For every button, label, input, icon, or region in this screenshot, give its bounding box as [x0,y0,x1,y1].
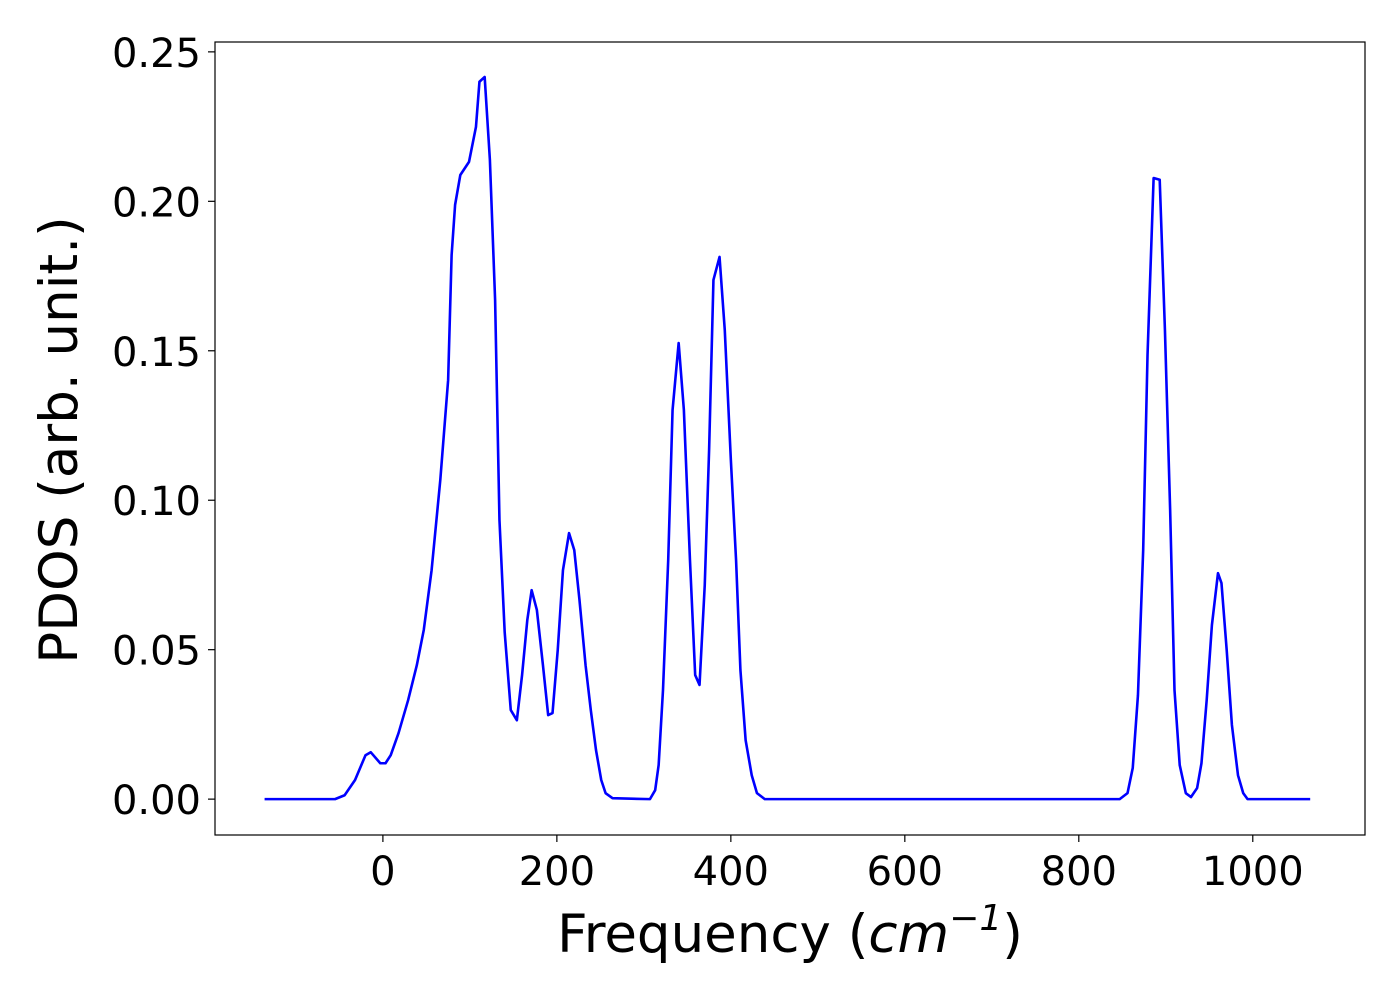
x-tick-label: 1000 [1202,849,1304,895]
x-tick-label: 800 [1041,849,1117,895]
y-tick-label: 0.15 [112,330,201,376]
x-label-prefix: Frequency ( [557,904,868,965]
data-line [264,75,1311,801]
x-tick-label: 200 [519,849,595,895]
x-tick-label: 600 [867,849,943,895]
x-label-exponent: −1 [949,898,1002,939]
y-axis-label: PDOS (arb. unit.) [29,216,90,663]
y-tick-label: 0.00 [112,778,201,824]
y-tick-label: 0.10 [112,479,201,525]
y-tick-label: 0.05 [112,629,201,675]
y-tick-label: 0.20 [112,180,201,226]
x-axis-label: Frequency (cm−1) [557,898,1023,965]
x-tick-label: 0 [370,849,395,895]
y-tick-label: 0.25 [112,31,201,77]
plot-frame [214,41,1366,836]
x-label-suffix: ) [1002,904,1023,965]
x-tick-label: 400 [693,849,769,895]
x-label-unit: cm [868,904,949,965]
